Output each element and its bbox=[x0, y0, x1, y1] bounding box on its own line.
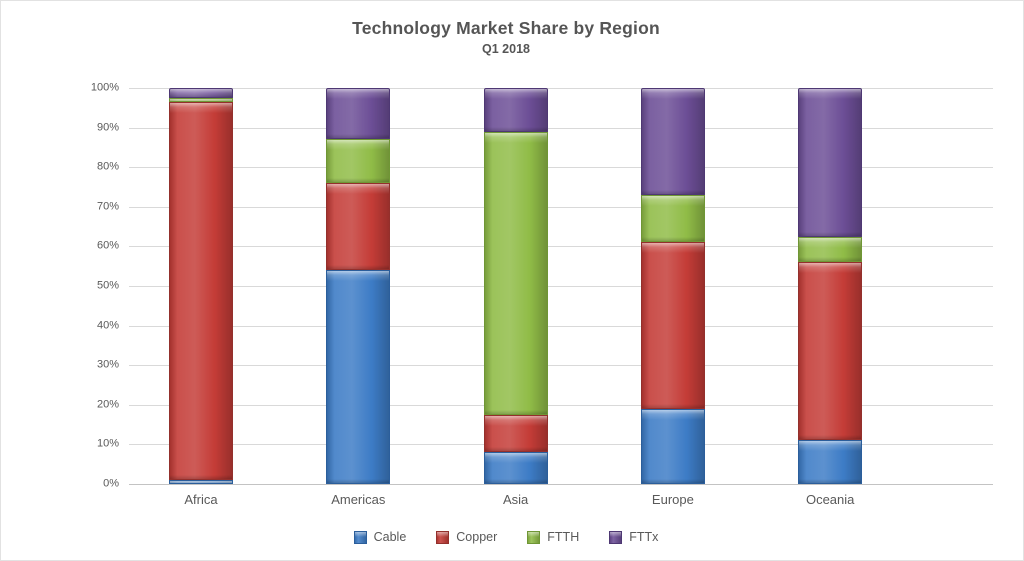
bar-segment-ftth bbox=[798, 236, 863, 263]
bar-stack bbox=[169, 88, 233, 484]
bar-segment-cable bbox=[326, 270, 391, 484]
legend: Cable Copper FTTH FTTx bbox=[1, 530, 1011, 544]
legend-label: Copper bbox=[456, 530, 498, 544]
bar-segment-copper bbox=[798, 262, 863, 441]
gridline bbox=[129, 404, 993, 406]
x-category-label: Americas bbox=[331, 492, 386, 507]
legend-swatch-icon bbox=[609, 530, 623, 544]
bar-segment-cable bbox=[169, 480, 233, 484]
bar-segment-copper bbox=[169, 101, 233, 481]
x-category-label: Europe bbox=[651, 492, 694, 507]
bar-segment-fttx bbox=[640, 88, 705, 195]
y-tick-label: 30% bbox=[96, 358, 119, 371]
x-category-label: Oceania bbox=[805, 492, 855, 507]
y-tick-label: 100% bbox=[90, 81, 119, 94]
y-tick-label: 70% bbox=[96, 200, 119, 213]
bar-segment-copper bbox=[640, 242, 705, 409]
y-tick-label: 50% bbox=[96, 279, 119, 292]
gridline bbox=[129, 444, 993, 446]
bar-segment-cable bbox=[483, 452, 548, 484]
legend-label: Cable bbox=[373, 530, 407, 544]
legend-swatch-icon bbox=[353, 530, 367, 544]
legend-swatch-icon bbox=[436, 530, 450, 544]
plot-area: Africa Americas Asia Europe Oceania bbox=[129, 88, 993, 507]
gridline bbox=[129, 246, 993, 248]
bar-segment-cable bbox=[798, 440, 863, 484]
chart-subtitle: Q1 2018 bbox=[482, 42, 530, 56]
y-tick-label: 10% bbox=[96, 437, 119, 450]
y-tick-label: 0% bbox=[103, 477, 119, 490]
gridline bbox=[129, 127, 993, 129]
chart-title: Technology Market Share by Region bbox=[352, 18, 660, 38]
legend-item-cable: Cable bbox=[353, 530, 407, 544]
y-tick-label: 40% bbox=[96, 319, 119, 332]
bar-stack bbox=[798, 88, 863, 484]
gridline bbox=[129, 286, 993, 287]
legend-swatch-icon bbox=[527, 530, 541, 544]
x-axis-line bbox=[129, 484, 993, 485]
gridline bbox=[129, 88, 993, 89]
legend-item-copper: Copper bbox=[436, 530, 497, 544]
legend-label: FTTx bbox=[629, 530, 659, 544]
gridline bbox=[129, 365, 993, 367]
bar-stack bbox=[326, 88, 391, 484]
gridline bbox=[129, 325, 993, 327]
legend-item-fttx: FTTx bbox=[609, 530, 658, 544]
bar-stack bbox=[640, 88, 705, 484]
bar-segment-copper bbox=[326, 183, 391, 271]
x-category-label: Asia bbox=[502, 492, 529, 507]
legend-label: FTTH bbox=[547, 530, 580, 544]
y-tick-label: 20% bbox=[96, 398, 119, 411]
bar-segment-fttx bbox=[326, 88, 391, 140]
bar-segment-fttx bbox=[169, 88, 233, 98]
y-tick-label: 60% bbox=[96, 239, 119, 252]
bar-segment-fttx bbox=[483, 88, 548, 132]
bar-segment-ftth bbox=[483, 131, 548, 415]
gridline bbox=[129, 206, 993, 208]
y-tick-label: 90% bbox=[96, 121, 119, 134]
bar-segment-fttx bbox=[798, 88, 863, 237]
bar-segment-ftth bbox=[640, 194, 705, 243]
bar-segment-copper bbox=[483, 414, 548, 453]
bar-stack bbox=[483, 88, 548, 484]
y-tick-label: 80% bbox=[96, 160, 119, 173]
x-category-label: Africa bbox=[184, 492, 218, 507]
y-axis-labels: 0% 10% 20% 30% 40% 50% 60% 70% 80% 90% 100% bbox=[1, 82, 119, 489]
legend-item-ftth: FTTH bbox=[527, 530, 579, 544]
gridline bbox=[129, 167, 993, 169]
bar-segment-ftth bbox=[169, 97, 233, 102]
bar-segment-cable bbox=[640, 408, 705, 484]
bar-segment-ftth bbox=[326, 139, 391, 184]
